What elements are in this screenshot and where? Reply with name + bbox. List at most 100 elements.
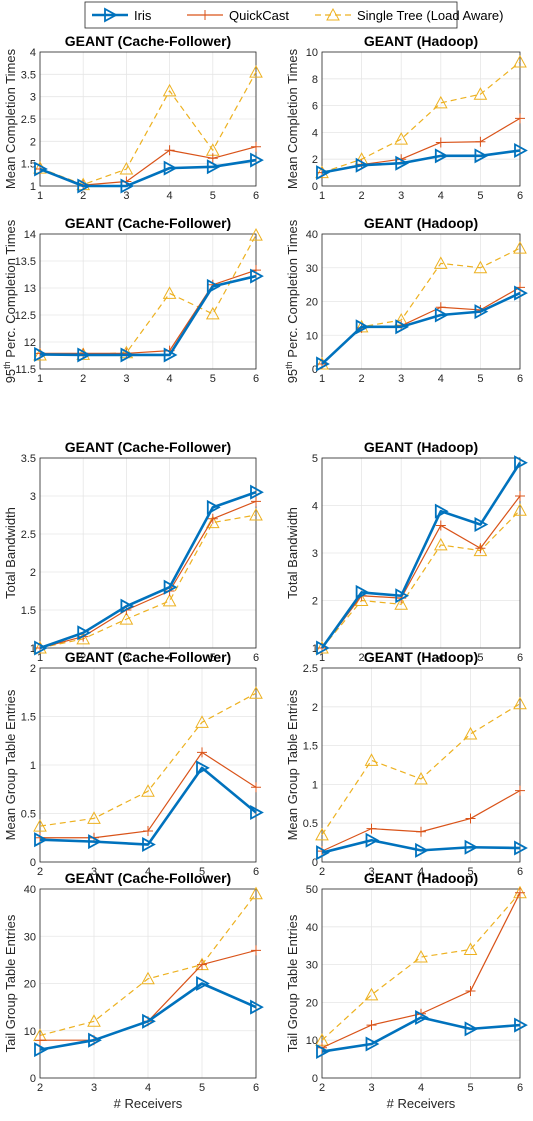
y-tick-label: 30: [24, 931, 36, 943]
data-point-1-1: [366, 1020, 377, 1031]
series-line-0: [39, 982, 257, 1051]
chart-panel-7: 2 3 4 5 6 0 0.5 1 1.5 2 2.5 GEANT (Hadoop) Mean Grou…: [285, 649, 528, 878]
x-tick-label: 2: [80, 373, 86, 385]
plot-area: [40, 458, 256, 648]
data-point-1-4: [515, 887, 525, 898]
y-tick-label: 3: [312, 548, 318, 560]
x-tick-label: 3: [123, 652, 129, 664]
data-point-1-5: [251, 496, 261, 507]
data-point-0-2: [415, 842, 429, 858]
x-tick-label: 6: [253, 1082, 259, 1094]
legend-marker-1: [200, 10, 210, 20]
x-tick-label: 5: [467, 866, 473, 878]
x-tick-label: 4: [145, 1082, 151, 1094]
data-point-0-1: [355, 584, 370, 600]
data-point-2-0: [33, 819, 47, 832]
x-axis-label: # Receivers: [114, 1096, 183, 1111]
data-point-2-3: [463, 726, 478, 740]
y-tick-label: 2: [312, 702, 318, 714]
x-tick-label: 6: [253, 373, 259, 385]
y-tick-label: 0: [312, 181, 318, 193]
data-point-1-4: [515, 785, 525, 796]
legend-box: [84, 1, 458, 29]
axes-frame: [39, 667, 257, 863]
axes-frame: [321, 888, 521, 1079]
data-point-2-2: [394, 132, 409, 145]
x-tick-label: 5: [477, 652, 483, 664]
axes-frame: [39, 888, 257, 1079]
y-axis-label: Mean Completion Times: [3, 48, 18, 189]
series-line-0: [39, 490, 257, 650]
y-tick-label: 1.5: [21, 159, 36, 171]
axes-frame: [39, 233, 257, 370]
x-tick-label: 1: [37, 652, 43, 664]
data-point-0-3: [163, 347, 178, 363]
x-tick-label: 2: [359, 373, 365, 385]
y-tick-label: 0: [312, 857, 318, 869]
legend-label-2: Single Tree (Load Aware): [357, 8, 503, 23]
data-point-2-4: [473, 260, 488, 274]
data-point-0-1: [88, 1032, 102, 1048]
x-tick-label: 5: [477, 190, 483, 202]
y-tick-label: 2: [30, 567, 36, 579]
data-point-2-0: [315, 827, 329, 841]
x-tick-label: 2: [319, 1082, 325, 1094]
data-point-0-0: [34, 161, 48, 177]
series-line-2: [39, 234, 257, 356]
data-point-0-0: [34, 832, 48, 848]
y-tick-label: 30: [306, 263, 318, 275]
y-tick-label: 11.5: [15, 364, 36, 376]
x-tick-label: 3: [398, 190, 404, 202]
x-tick-label: 6: [517, 1082, 523, 1094]
y-tick-label: 14: [24, 229, 36, 241]
chart-title: GEANT (Cache-Follower): [65, 33, 231, 49]
x-tick-label: 6: [517, 866, 523, 878]
data-point-0-1: [88, 834, 102, 850]
y-tick-label: 40: [24, 884, 36, 896]
data-point-2-2: [141, 971, 155, 985]
data-point-0-3: [434, 148, 449, 164]
data-point-0-5: [250, 152, 264, 168]
data-point-2-5: [249, 65, 263, 78]
y-tick-label: 2.5: [303, 663, 318, 675]
data-point-1-3: [197, 959, 207, 970]
series-line-0: [320, 462, 522, 649]
axes-frame: [321, 233, 521, 370]
data-point-1-3: [197, 747, 207, 758]
x-tick-label: 3: [398, 373, 404, 385]
x-tick-label: 2: [37, 1082, 43, 1094]
y-axis-label: Tail Group Table Entries: [285, 914, 300, 1052]
y-tick-label: 5: [312, 453, 318, 465]
data-point-1-4: [207, 153, 218, 164]
data-point-0-2: [142, 1013, 156, 1029]
data-point-2-5: [513, 503, 527, 516]
data-point-1-4: [251, 782, 261, 793]
x-tick-label: 3: [123, 373, 129, 385]
chart-title: GEANT (Hadoop): [364, 439, 478, 455]
data-point-0-3: [434, 307, 449, 323]
chart-panel-9: 2 3 4 5 6 0 10 20 30 40 50 GEANT (Hadoop) Tail Group…: [285, 870, 528, 1111]
series-line-0: [321, 149, 521, 174]
y-axis-label: Mean Group Table Entries: [3, 689, 18, 840]
x-tick-label: 5: [477, 373, 483, 385]
data-point-2-2: [394, 597, 409, 610]
x-tick-label: 6: [517, 190, 523, 202]
x-axis-label: # Receivers: [387, 1096, 456, 1111]
x-tick-label: 6: [517, 373, 523, 385]
x-tick-label: 5: [467, 1082, 473, 1094]
y-axis-label: Total Bandwidth: [285, 507, 300, 599]
y-tick-label: 12: [24, 337, 36, 349]
y-tick-label: 0: [30, 857, 36, 869]
series-line-2: [39, 692, 257, 827]
legend-marker-0: [104, 7, 118, 23]
y-tick-label: 4: [312, 501, 318, 513]
series-line-2: [321, 509, 521, 649]
axes-frame: [321, 667, 521, 863]
x-tick-label: 6: [253, 866, 259, 878]
data-point-2-2: [141, 784, 155, 797]
data-point-1-4: [475, 543, 486, 554]
data-point-1-3: [164, 145, 175, 156]
x-tick-label: 3: [368, 866, 374, 878]
data-point-2-1: [364, 753, 379, 766]
